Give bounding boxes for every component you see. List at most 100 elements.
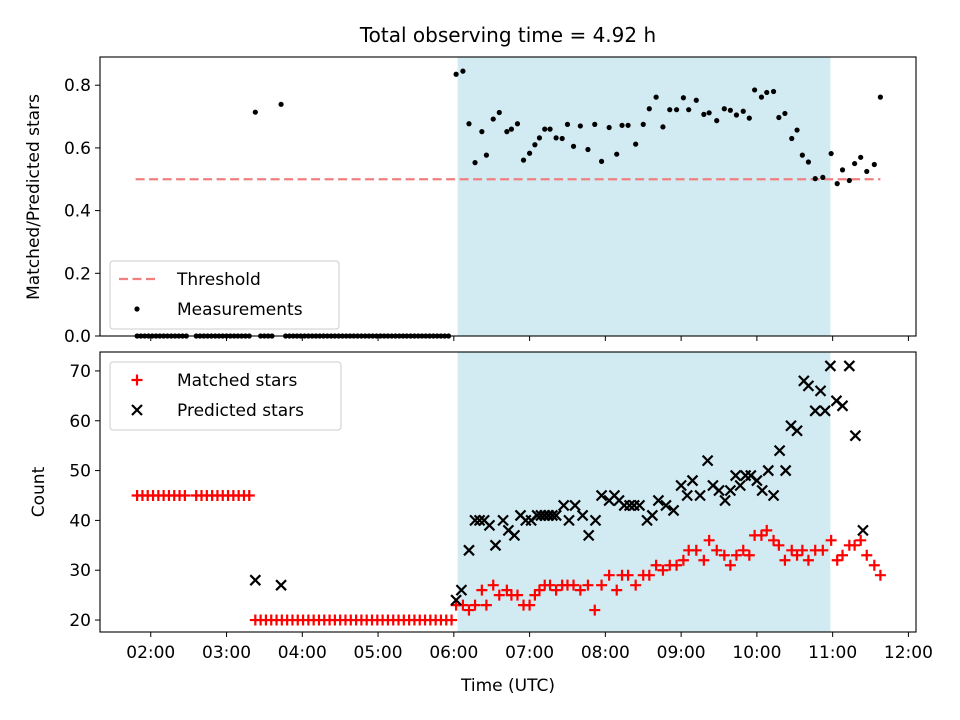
measurement-point	[278, 101, 284, 107]
legend-predicted-swatch	[131, 404, 143, 416]
measurement-point	[846, 177, 852, 184]
predicted-star-point	[849, 429, 862, 442]
measurement-point	[746, 115, 752, 121]
predicted-star-point	[857, 524, 869, 537]
measurement-point	[619, 122, 625, 128]
measurement-point	[252, 109, 258, 115]
predicted-star-point	[249, 574, 262, 586]
y-tick-label: 50	[69, 462, 91, 482]
measurement-point	[799, 152, 805, 158]
x-tick-label: 05:00	[354, 643, 403, 663]
predicted-star-point	[563, 514, 575, 527]
measurement-point	[839, 167, 846, 173]
matched-star-point	[761, 524, 773, 536]
predicted-star-point	[550, 509, 562, 522]
measurement-point	[805, 159, 812, 165]
matched-star-point	[711, 544, 723, 556]
measurement-point	[514, 121, 521, 127]
x-tick-label: 12:00	[884, 643, 933, 663]
measurement-point	[592, 121, 598, 127]
matched-star-point	[611, 584, 623, 596]
measurement-point	[542, 126, 548, 132]
x-tick-label: 11:00	[808, 643, 857, 663]
matched-star-point	[698, 554, 710, 566]
predicted-star-point	[734, 479, 747, 492]
measurement-point	[794, 127, 800, 133]
matched-star-point	[622, 569, 634, 581]
measurement-point	[686, 107, 692, 113]
predicted-star-point	[791, 424, 803, 437]
measurement-point	[547, 126, 553, 132]
predicted-star-point	[719, 494, 731, 507]
measurement-point	[693, 97, 699, 103]
matched-star-point	[596, 579, 608, 591]
x-tick-label: 08:00	[581, 643, 630, 663]
x-tick-label: 04:00	[278, 643, 327, 663]
matched-star-point	[179, 489, 191, 501]
legend-box	[109, 361, 342, 431]
matched-star-point	[730, 549, 742, 561]
matched-star-point	[446, 614, 458, 626]
matched-star-point	[582, 579, 594, 591]
matched-star-point	[457, 599, 469, 611]
matched-star-point	[791, 549, 803, 561]
matched-star-point	[487, 579, 499, 591]
matched-star-point	[480, 599, 492, 611]
measurement-point	[714, 118, 720, 124]
matched-star-point	[657, 564, 669, 576]
matched-star-point	[802, 554, 814, 566]
predicted-star-point	[824, 360, 837, 372]
x-tick-label: 10:00	[732, 643, 781, 663]
measurement-point	[472, 160, 478, 166]
matched-star-point	[690, 544, 702, 556]
observing-window	[457, 57, 831, 336]
measurement-point	[764, 89, 770, 96]
plot-area	[134, 68, 883, 339]
x-tick-label: 03:00	[202, 643, 251, 663]
legend-measurement-swatch	[134, 306, 140, 312]
matched-star-point	[630, 579, 642, 591]
measurement-point	[877, 94, 883, 100]
matched-star-point	[786, 544, 798, 556]
y-tick-label: 30	[69, 561, 91, 581]
measurement-point	[733, 112, 740, 118]
matched-star-point	[755, 529, 767, 541]
predicted-star-point	[450, 594, 462, 606]
matched-star-point	[861, 549, 873, 561]
measurement-point	[532, 142, 538, 148]
y-tick-label: 0.0	[64, 327, 91, 347]
x-tick-label: 06:00	[429, 643, 478, 663]
measurement-point	[606, 124, 612, 131]
matched-star-point	[511, 589, 523, 601]
matched-star-point	[476, 584, 488, 596]
matched-star-point	[574, 584, 586, 596]
observing-window	[457, 352, 831, 632]
matched-star-point	[703, 534, 715, 546]
measurement-point	[598, 158, 605, 164]
measurement-point	[640, 121, 646, 127]
matched-star-point	[825, 534, 837, 546]
measurement-point	[834, 181, 840, 187]
x-tick-label: 09:00	[657, 643, 706, 663]
matched-star-point	[550, 584, 562, 596]
measurement-point	[653, 94, 659, 100]
measurement-point	[496, 109, 502, 116]
matched-star-point	[724, 559, 736, 571]
predicted-star-point	[652, 494, 665, 507]
matched-star-point	[677, 554, 689, 566]
matched-star-point	[718, 549, 730, 561]
predicted-star-point	[569, 499, 581, 512]
y-tick-label: 0.4	[64, 202, 91, 222]
predicted-star-point	[497, 514, 509, 527]
predicted-star-point	[473, 514, 486, 527]
matched-star-point	[796, 544, 808, 556]
predicted-star-point	[724, 484, 737, 497]
measurement-point	[706, 110, 712, 116]
predicted-star-point	[595, 489, 608, 502]
predicted-star-point	[814, 385, 827, 397]
predicted-star-point	[589, 514, 602, 527]
y-tick-label: 40	[69, 511, 91, 531]
measurement-point	[508, 126, 515, 132]
axes-frame	[99, 351, 917, 633]
matched-star-point	[463, 604, 475, 616]
